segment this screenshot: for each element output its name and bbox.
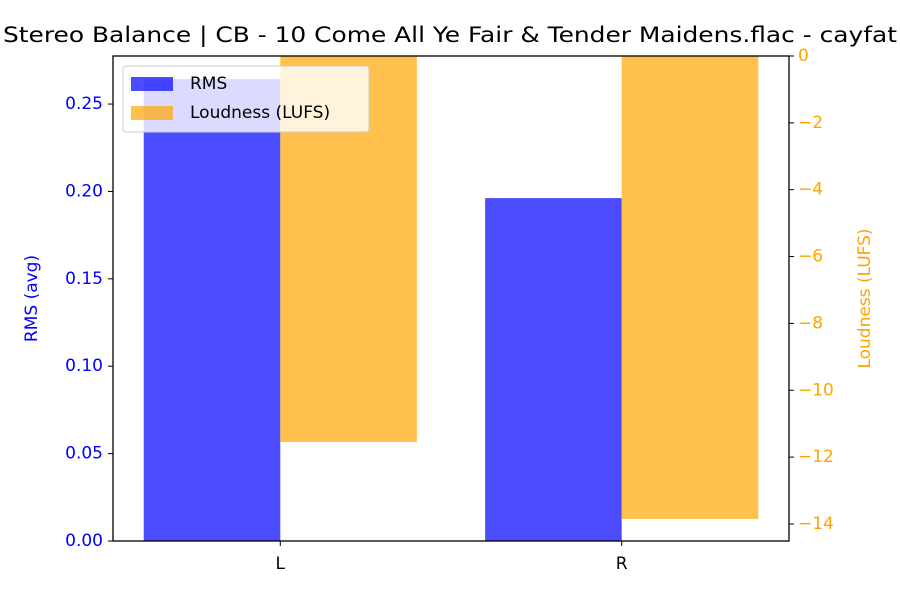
- y2-tick-label: −10: [798, 380, 834, 400]
- x-tick-label: L: [276, 554, 286, 574]
- y2-tick-label: −4: [798, 180, 823, 200]
- bar: [485, 198, 622, 541]
- y-tick-label: 0.20: [65, 181, 103, 201]
- legend: RMS Loudness (LUFS): [122, 65, 370, 133]
- chart-title: Stereo Balance | CB - 10 Come All Ye Fai…: [3, 23, 897, 48]
- y2-tick-label: −14: [798, 514, 834, 534]
- y-axis-label: RMS (avg): [22, 255, 42, 342]
- y-tick-label: 0.10: [65, 356, 103, 376]
- y-tick-label: 0.05: [65, 444, 103, 464]
- y2-tick-label: 0: [798, 46, 809, 66]
- y2-tick-label: −12: [798, 447, 834, 467]
- legend-label: Loudness (LUFS): [190, 103, 330, 123]
- y2-tick-label: −2: [798, 113, 823, 133]
- y2-axis-label: Loudness (LUFS): [855, 228, 875, 368]
- x-tick-label: R: [616, 554, 628, 574]
- y-tick-label: 0.00: [65, 531, 103, 551]
- bar: [621, 56, 759, 519]
- y-tick-label: 0.15: [65, 269, 103, 289]
- y2-tick-label: −8: [798, 313, 823, 333]
- y2-tick-label: −6: [798, 247, 823, 267]
- axes-frame: [112, 55, 790, 542]
- y-tick-label: 0.25: [65, 94, 103, 114]
- legend-swatch: [131, 106, 173, 120]
- bar: [143, 79, 281, 542]
- legend-swatch: [131, 77, 173, 91]
- legend-box: [122, 65, 370, 133]
- legend-label: RMS: [190, 74, 227, 94]
